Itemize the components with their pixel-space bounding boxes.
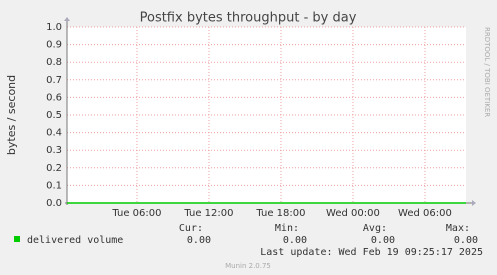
y-tick-label: 0.4 — [46, 128, 62, 139]
y-tick-label: 0.9 — [46, 40, 62, 51]
last-update: Last update: Wed Feb 19 09:25:17 2025 — [260, 247, 483, 258]
stat-header: Avg: — [363, 223, 387, 234]
y-tick-label: 0.5 — [46, 110, 62, 121]
x-tick-label: Tue 18:00 — [255, 208, 305, 219]
y-tick-label: 0.1 — [46, 180, 62, 191]
y-tick-label: 1.0 — [46, 22, 62, 33]
stat-value: 0.00 — [454, 235, 478, 246]
x-tick-label: Wed 00:00 — [326, 208, 380, 219]
y-tick-label: 0.8 — [46, 57, 62, 68]
x-tick-label: Tue 12:00 — [183, 208, 233, 219]
chart-title: Postfix bytes throughput - by day — [140, 11, 357, 26]
legend-swatch — [14, 236, 20, 242]
stat-value: 0.00 — [371, 235, 395, 246]
legend-label: delivered volume — [27, 235, 123, 246]
x-tick-label: Tue 06:00 — [111, 208, 161, 219]
stat-value: 0.00 — [187, 235, 211, 246]
footer: Munin 2.0.75 — [225, 262, 271, 270]
axis-arrow — [472, 200, 476, 206]
side-text: RRDTOOL / TOBI OETIKER — [483, 27, 491, 117]
y-tick-label: 0.0 — [46, 198, 62, 209]
y-tick-label: 0.6 — [46, 92, 62, 103]
stat-value: 0.00 — [283, 235, 307, 246]
stat-header: Cur: — [179, 223, 203, 234]
y-tick-label: 0.2 — [46, 163, 62, 174]
stat-header: Max: — [446, 223, 470, 234]
stat-header: Min: — [275, 223, 299, 234]
axis-arrow — [64, 17, 70, 21]
y-tick-label: 0.7 — [46, 75, 62, 86]
y-axis-title: bytes / second — [5, 75, 18, 155]
x-tick-label: Wed 06:00 — [398, 208, 452, 219]
y-tick-label: 0.3 — [46, 145, 62, 156]
